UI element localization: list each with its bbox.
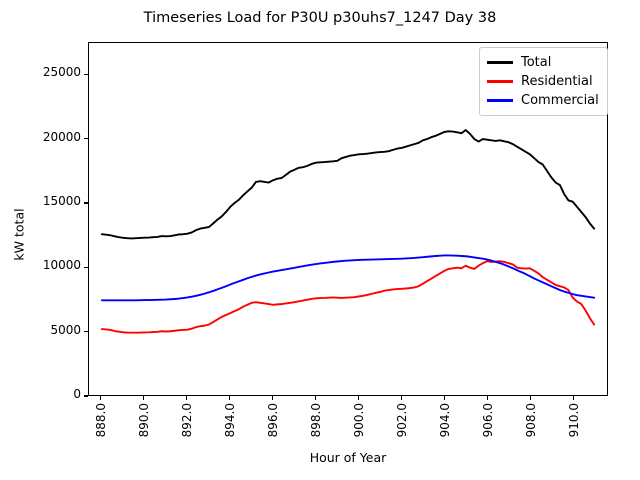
x-tick-label: 906.0 xyxy=(480,403,495,438)
x-tick-mark xyxy=(143,396,145,400)
x-tick-mark xyxy=(530,396,532,400)
y-tick-mark xyxy=(84,137,88,140)
x-tick-label: 904.0 xyxy=(437,403,452,438)
y-tick-label: 10000 xyxy=(42,258,81,273)
x-tick-mark xyxy=(229,396,231,400)
legend-item-residential: Residential xyxy=(487,72,599,91)
x-tick-label: 900.0 xyxy=(351,403,366,438)
series-line-residential xyxy=(102,261,594,332)
x-tick-mark xyxy=(100,396,102,400)
legend-label: Residential xyxy=(521,74,593,89)
y-tick-mark xyxy=(84,202,88,204)
x-tick-mark xyxy=(444,396,446,400)
x-tick-label: 896.0 xyxy=(265,403,280,438)
series-line-commercial xyxy=(102,255,594,300)
y-tick-label: 5000 xyxy=(50,322,81,337)
series-line-total xyxy=(102,130,594,238)
x-tick-mark xyxy=(186,396,188,400)
y-tick-label: 20000 xyxy=(42,129,81,144)
y-axis-label: kW total xyxy=(11,208,27,261)
legend-label: Total xyxy=(521,55,552,70)
y-tick-mark xyxy=(84,73,88,75)
y-tick-label: 25000 xyxy=(42,65,81,80)
legend-color-swatch xyxy=(487,99,513,102)
x-tick-label: 892.0 xyxy=(179,403,194,438)
chart-title: Timeseries Load for P30U p30uhs7_1247 Da… xyxy=(143,10,497,26)
x-axis-label: Hour of Year xyxy=(309,450,387,465)
x-tick-mark xyxy=(272,396,274,400)
chart-legend: Total Residential Commercial xyxy=(479,47,608,116)
legend-color-swatch xyxy=(487,80,513,83)
y-tick-label: 15000 xyxy=(42,193,81,208)
x-tick-label: 910.0 xyxy=(566,403,581,438)
legend-item-total: Total xyxy=(487,53,599,72)
y-tick-mark xyxy=(84,395,88,397)
x-axis: 888.0 890.0 892.0 894.0 896.0 898.0 900.0 902.0… xyxy=(88,396,608,480)
x-tick-label: 890.0 xyxy=(136,403,151,438)
y-axis: kW total 0 5000 10000 15000 20000 25000 xyxy=(0,42,88,401)
x-tick-label: 898.0 xyxy=(308,403,323,438)
legend-item-commercial: Commercial xyxy=(487,91,599,110)
y-tick-label: 0 xyxy=(73,387,81,401)
x-tick-mark xyxy=(358,396,360,400)
y-tick-mark xyxy=(84,331,88,333)
x-tick-mark xyxy=(315,396,317,400)
legend-label: Commercial xyxy=(521,93,599,108)
legend-color-swatch xyxy=(487,61,513,64)
x-tick-label: 908.0 xyxy=(523,403,538,438)
x-tick-mark xyxy=(487,396,489,400)
x-tick-mark xyxy=(401,396,403,400)
x-tick-label: 902.0 xyxy=(394,403,409,438)
y-tick-mark xyxy=(84,266,88,268)
x-tick-mark xyxy=(573,396,575,400)
plot-lines xyxy=(89,43,607,395)
x-tick-label: 888.0 xyxy=(93,403,108,438)
x-tick-label: 894.0 xyxy=(222,403,237,438)
